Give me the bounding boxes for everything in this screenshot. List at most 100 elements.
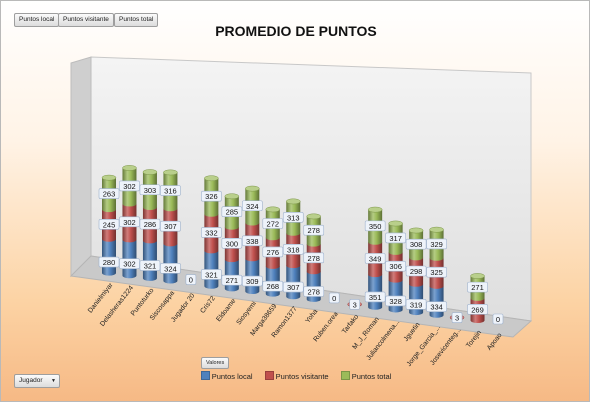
data-label-box xyxy=(139,260,161,271)
data-label-text: 329 xyxy=(430,240,443,249)
data-label-box xyxy=(426,266,447,278)
data-label-text: 298 xyxy=(410,267,423,276)
jugador-field-dropdown[interactable]: Jugador ▼ xyxy=(14,374,60,388)
data-label-box xyxy=(303,252,325,264)
data-label-box xyxy=(426,301,447,312)
data-label: 313 xyxy=(282,212,304,223)
data-label: 318 xyxy=(282,244,304,255)
data-label-text: 280 xyxy=(103,258,116,267)
data-label-box xyxy=(160,185,181,196)
data-label-box xyxy=(242,235,263,247)
jugador-label: Jugador xyxy=(19,377,43,384)
data-label-box xyxy=(385,260,406,272)
field-button-puntos-visitante[interactable]: Puntos visitante xyxy=(58,13,114,27)
data-label-box xyxy=(385,295,406,307)
x-tick-label: Apoao xyxy=(486,332,504,352)
data-label: 349 xyxy=(364,253,386,264)
data-label: 307 xyxy=(282,281,304,293)
data-label: 3 xyxy=(451,312,463,323)
data-label: 325 xyxy=(426,266,447,278)
legend-label: Puntos total xyxy=(351,372,392,381)
data-label-text: 319 xyxy=(410,300,423,309)
bar-cap xyxy=(224,193,240,200)
data-label: 271 xyxy=(467,281,488,293)
data-label-text: 306 xyxy=(389,262,402,271)
data-label-text: 0 xyxy=(189,276,193,285)
data-label-text: 271 xyxy=(471,283,484,292)
data-label-box xyxy=(242,275,263,287)
data-label-text: 3 xyxy=(455,314,459,323)
data-label-text: 278 xyxy=(307,226,320,235)
data-label: 285 xyxy=(221,206,243,217)
data-label-text: 271 xyxy=(226,276,239,285)
data-label-text: 317 xyxy=(389,234,402,243)
data-label-text: 0 xyxy=(496,315,500,324)
data-label-box xyxy=(349,299,360,310)
data-label-box xyxy=(364,253,386,264)
data-label: 350 xyxy=(364,220,386,232)
data-label-text: 328 xyxy=(389,297,402,306)
data-label-text: 321 xyxy=(144,262,157,271)
data-label-text: 307 xyxy=(164,222,177,231)
legend-label: Puntos visitante xyxy=(275,372,329,381)
data-label: 286 xyxy=(139,218,161,230)
data-label-box xyxy=(282,212,304,223)
bar-cap xyxy=(286,198,301,205)
data-label-box xyxy=(221,237,243,249)
data-label: 329 xyxy=(426,238,447,250)
data-label-text: 285 xyxy=(226,208,239,217)
x-tick-label: Tarfako xyxy=(341,313,360,335)
x-tick-label: Siosyemi xyxy=(235,300,258,326)
data-label: 278 xyxy=(303,286,325,297)
data-label-text: 325 xyxy=(430,268,443,277)
data-label-text: 350 xyxy=(369,222,382,231)
data-label-text: 302 xyxy=(123,182,136,191)
data-label-box xyxy=(328,292,340,304)
x-tick-label: Jguetin xyxy=(403,321,422,343)
data-label: 303 xyxy=(139,184,161,196)
legend-item-puntos-visitante: Puntos visitante xyxy=(264,371,329,381)
data-label-box xyxy=(405,299,427,310)
data-label: 334 xyxy=(426,301,447,312)
data-label-box xyxy=(185,274,197,285)
data-label: 245 xyxy=(98,218,120,230)
data-label: 272 xyxy=(262,218,284,229)
data-label-text: 324 xyxy=(164,264,177,273)
triangle-down-icon: ▼ xyxy=(51,378,56,384)
x-tick-label: Torejin xyxy=(465,329,483,349)
data-label-box xyxy=(201,269,222,280)
bar-cap xyxy=(265,206,281,213)
data-label-box xyxy=(139,218,161,230)
data-label-box xyxy=(451,312,463,323)
data-label-text: 245 xyxy=(103,220,116,229)
data-label-text: 302 xyxy=(123,260,136,269)
data-label-text: 300 xyxy=(226,239,239,248)
bar-cap xyxy=(470,273,485,279)
data-label: 338 xyxy=(242,235,263,247)
data-label: 302 xyxy=(119,258,140,269)
data-label-box xyxy=(405,265,427,277)
data-label-text: 303 xyxy=(144,186,157,195)
legend-label: Puntos local xyxy=(211,372,253,381)
valores-field-button[interactable]: Valores xyxy=(201,357,230,369)
data-label: 324 xyxy=(242,200,263,212)
data-label-text: 338 xyxy=(246,237,259,246)
bar-cap xyxy=(245,185,260,192)
data-label-text: 263 xyxy=(103,190,116,199)
data-label-box xyxy=(262,280,284,292)
data-label: 308 xyxy=(405,238,427,250)
data-label: 0 xyxy=(492,313,504,325)
bar-cap xyxy=(388,220,403,227)
data-label-box xyxy=(405,238,427,250)
field-button-puntos-total[interactable]: Puntos total xyxy=(114,13,159,27)
data-label-box xyxy=(119,216,140,228)
data-label: 263 xyxy=(98,188,120,199)
data-label: 300 xyxy=(221,237,243,249)
data-label: 321 xyxy=(201,269,222,280)
bar-cap xyxy=(367,206,383,213)
data-label: 268 xyxy=(262,280,284,292)
data-label-text: 3 xyxy=(353,300,357,309)
data-label-box xyxy=(98,218,120,230)
x-tick-label: Jugador 20 xyxy=(170,292,197,323)
